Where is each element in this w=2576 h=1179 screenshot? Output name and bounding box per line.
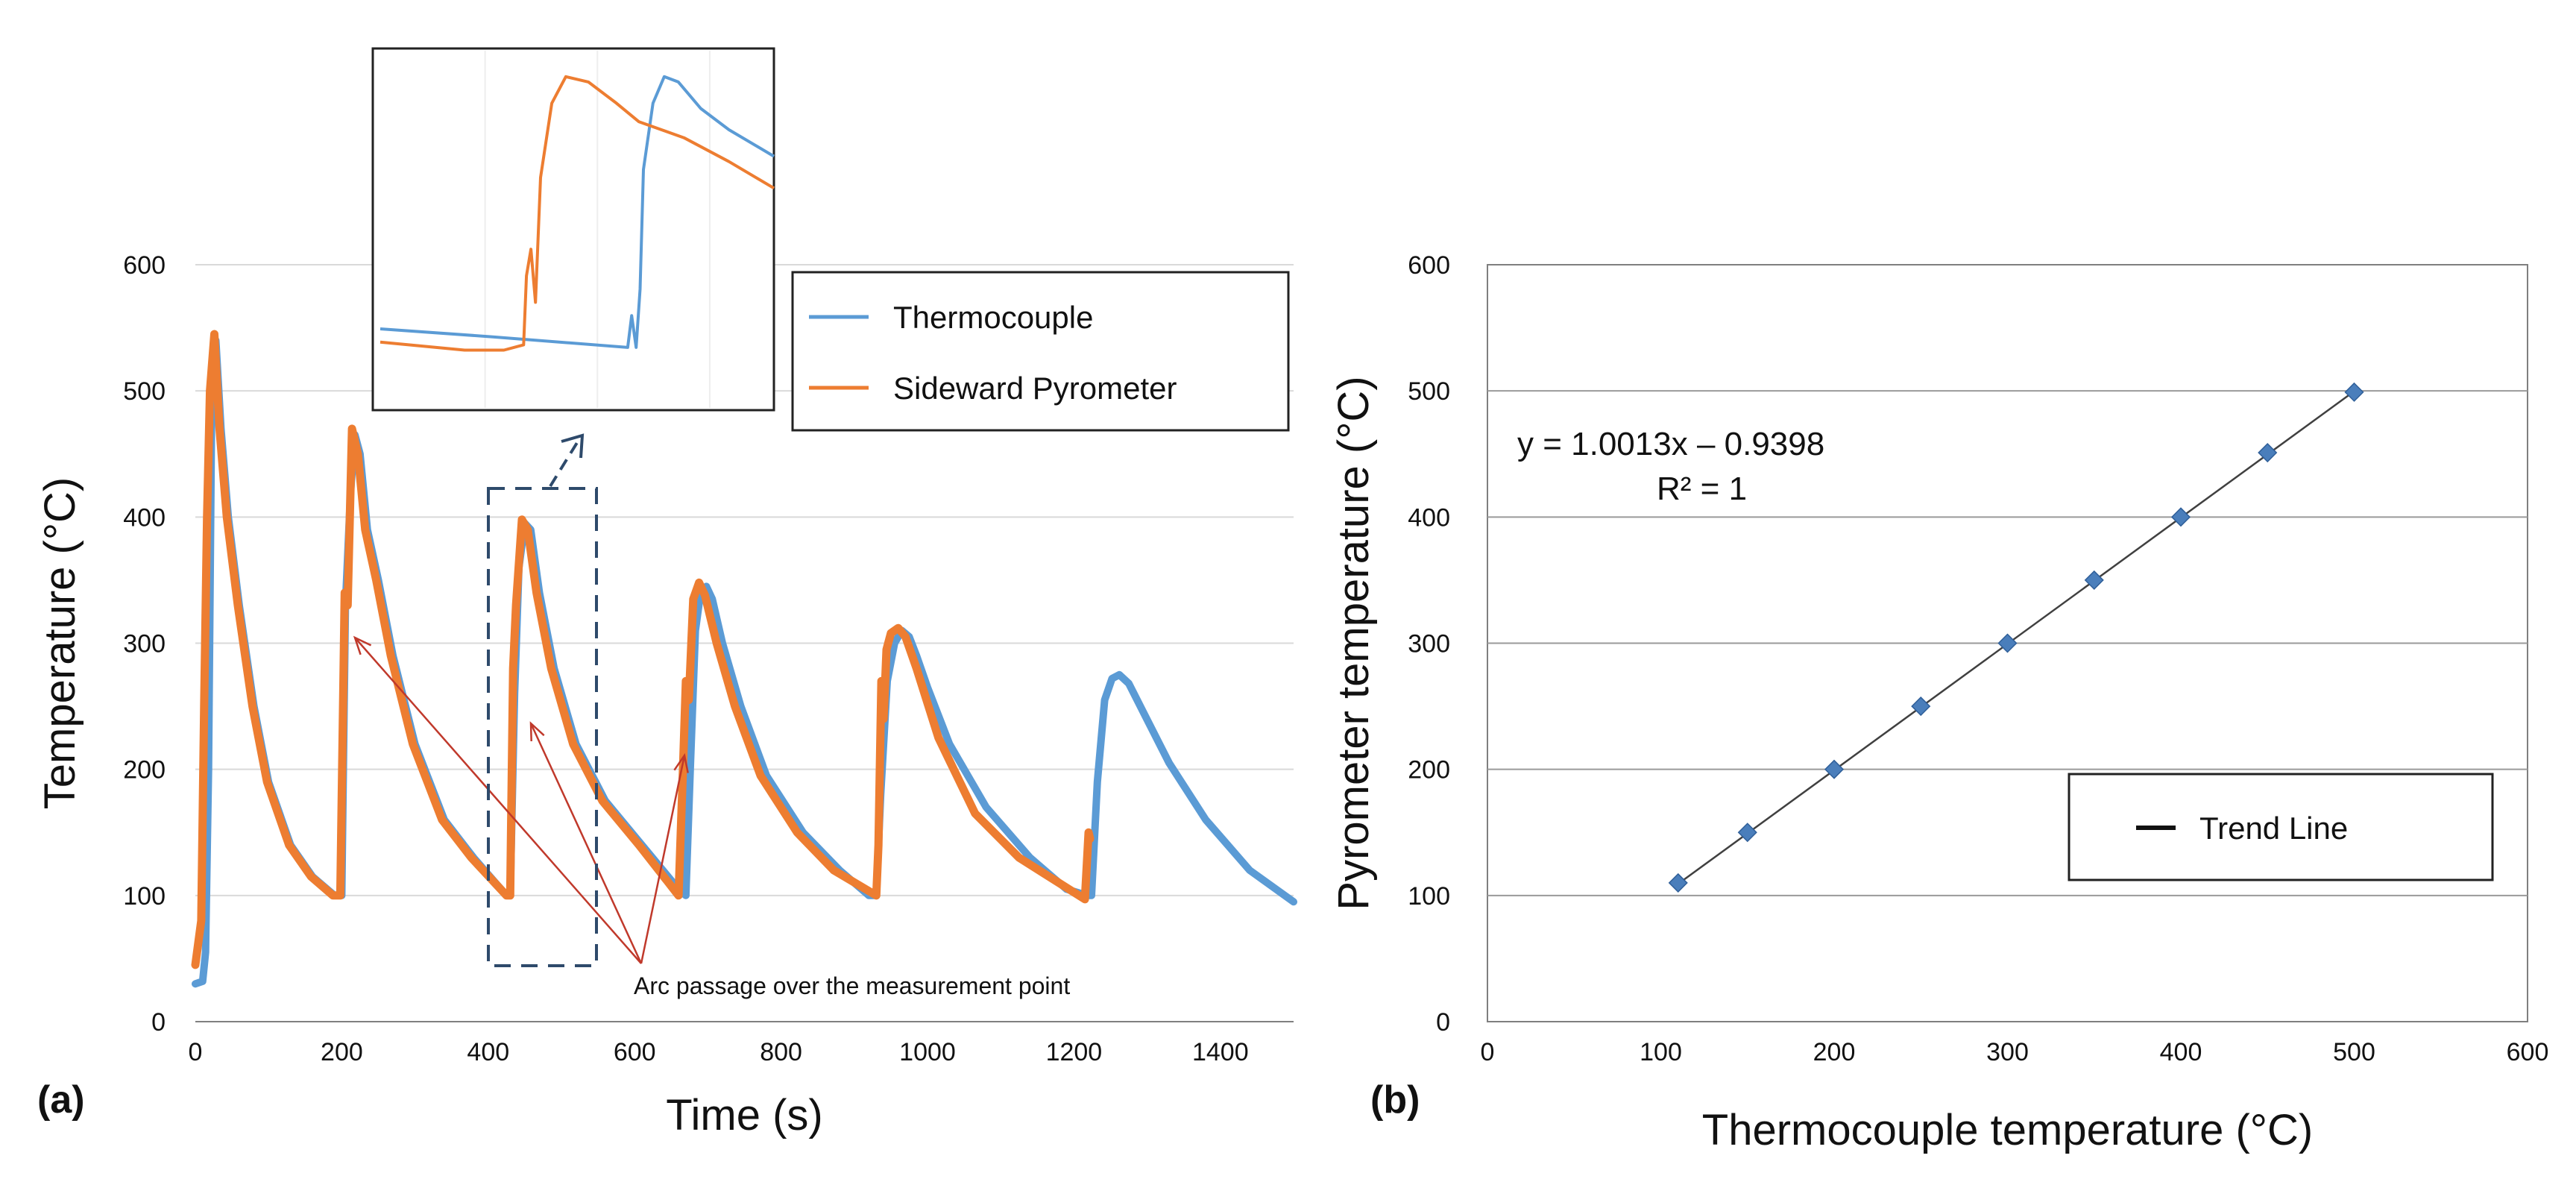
inset-pyrometer-line — [380, 75, 775, 352]
zoom-arrow-head — [561, 433, 585, 459]
panel-b-legend: Trend Line — [2068, 773, 2494, 881]
inset-thermocouple-line — [380, 75, 775, 349]
x-tick-label: 600 — [614, 1038, 656, 1066]
annotation-arrow — [640, 755, 686, 964]
x-tick-label: 1000 — [899, 1038, 956, 1066]
x-tick-label: 400 — [2160, 1038, 2202, 1066]
panel-a-tick-labels: 0 100 200 300 400 500 600 0 200 400 600 800 1000 1200… — [123, 251, 1248, 1066]
panel-a-chart: 0 100 200 300 400 500 600 0 200 400 600 800 1000 1200… — [36, 47, 1297, 1139]
y-tick-label: 300 — [123, 630, 166, 658]
data-point — [1911, 697, 1931, 717]
y-tick-label: 0 — [1436, 1008, 1450, 1037]
legend-label: Trend Line — [2199, 811, 2348, 846]
data-point — [2258, 442, 2278, 463]
y-tick-label: 500 — [1408, 377, 1450, 406]
y-tick-label: 600 — [123, 251, 166, 280]
zoom-region-box — [487, 487, 598, 967]
x-tick-label: 1400 — [1192, 1038, 1249, 1066]
x-tick-label: 600 — [2507, 1038, 2549, 1066]
y-tick-label: 0 — [151, 1008, 166, 1037]
panel-a-legend: Thermocouple Sideward Pyrometer — [791, 271, 1290, 432]
y-tick-label: 200 — [123, 756, 166, 785]
x-tick-label: 300 — [1986, 1038, 2029, 1066]
panel-b-tick-labels: 0 100 200 300 400 500 600 0 100 200 300 400 500 600 — [1408, 251, 2548, 1066]
trend-equation: y = 1.0013x – 0.9398 — [1517, 426, 1824, 462]
y-tick-label: 400 — [123, 503, 166, 532]
zoom-arrow — [549, 440, 579, 488]
data-point — [1668, 873, 1688, 893]
data-point — [1737, 823, 1757, 843]
panel-b-y-axis-title: Pyrometer temperature (°C) — [1329, 376, 1378, 910]
y-tick-label: 400 — [1408, 503, 1450, 532]
trend-line — [1678, 390, 2355, 885]
legend-label: Thermocouple — [893, 300, 1093, 335]
y-tick-label: 200 — [1408, 756, 1450, 785]
annotation-arrow-head — [673, 752, 689, 773]
pyrometer-line — [191, 330, 1095, 969]
panel-a-y-axis-title: Temperature (°C) — [36, 477, 84, 809]
panel-a-series — [191, 330, 1297, 988]
panel-a-annotation: Arc passage over the measurement point — [353, 635, 1070, 999]
annotation-text: Arc passage over the measurement point — [634, 972, 1070, 999]
legend-label: Sideward Pyrometer — [893, 371, 1177, 406]
annotation-arrow — [529, 723, 643, 964]
y-tick-label: 600 — [1408, 251, 1450, 280]
x-tick-label: 500 — [2333, 1038, 2375, 1066]
data-point — [1997, 633, 2018, 653]
y-tick-label: 300 — [1408, 630, 1450, 658]
panel-b-x-axis-title: Thermocouple temperature (°C) — [1702, 1106, 2313, 1154]
data-point — [1824, 759, 1845, 779]
annotation-arrow — [354, 637, 642, 964]
y-tick-label: 100 — [123, 882, 166, 911]
panel-b-label: (b) — [1370, 1078, 1420, 1122]
legend-frame — [791, 271, 1290, 432]
x-tick-label: 200 — [1813, 1038, 1856, 1066]
annotation-arrow-head — [529, 721, 545, 742]
x-tick-label: 0 — [189, 1038, 203, 1066]
y-tick-label: 500 — [123, 377, 166, 406]
inset-frame — [371, 47, 775, 412]
y-tick-label: 100 — [1408, 882, 1450, 911]
trend-r-squared: R² = 1 — [1657, 471, 1747, 507]
x-tick-label: 100 — [1640, 1038, 1682, 1066]
x-tick-label: 800 — [760, 1038, 802, 1066]
x-tick-label: 400 — [467, 1038, 509, 1066]
inset-plot — [371, 47, 775, 412]
panel-b-chart: 0 100 200 300 400 500 600 0 100 200 300 400 500 600 y… — [1329, 251, 2548, 1154]
data-point — [2344, 382, 2364, 402]
x-tick-label: 0 — [1481, 1038, 1495, 1066]
annotation-arrow-head — [353, 635, 372, 655]
data-point — [2084, 570, 2104, 590]
panel-a-x-axis-title: Time (s) — [666, 1091, 822, 1139]
panel-a-label: (a) — [37, 1078, 85, 1122]
panel-b-data-points — [1668, 382, 2364, 893]
thermocouple-line — [192, 336, 1297, 988]
data-point — [2170, 507, 2191, 527]
x-tick-label: 200 — [321, 1038, 363, 1066]
x-tick-label: 1200 — [1046, 1038, 1103, 1066]
